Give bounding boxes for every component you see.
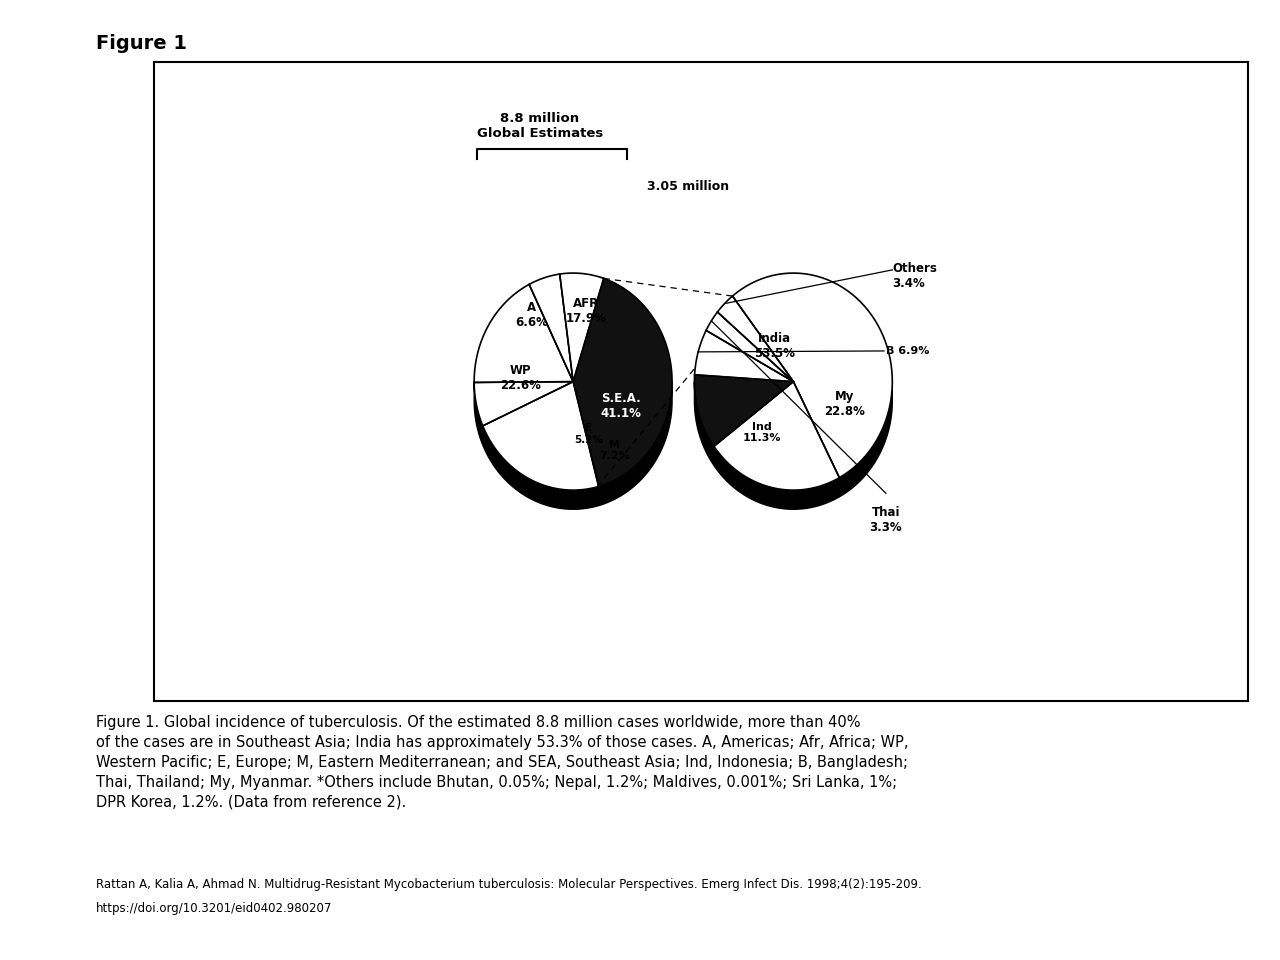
Polygon shape: [714, 381, 840, 491]
Text: India
53.5%: India 53.5%: [754, 332, 795, 361]
Text: Others
3.4%: Others 3.4%: [892, 262, 937, 290]
Text: 3.05 million: 3.05 million: [646, 180, 730, 193]
Text: WP
22.6%: WP 22.6%: [500, 365, 541, 393]
Polygon shape: [718, 296, 794, 381]
Text: Rattan A, Kalia A, Ahmad N. Multidrug-Resistant Mycobacterium tuberculosis: Mole: Rattan A, Kalia A, Ahmad N. Multidrug-Re…: [96, 878, 922, 892]
Polygon shape: [474, 284, 573, 382]
Polygon shape: [483, 381, 599, 491]
Text: https://doi.org/10.3201/eid0402.980207: https://doi.org/10.3201/eid0402.980207: [96, 902, 333, 916]
Text: Thai
3.3%: Thai 3.3%: [869, 506, 902, 534]
Polygon shape: [695, 330, 794, 381]
Text: S.E.A.
41.1%: S.E.A. 41.1%: [600, 392, 641, 420]
Polygon shape: [707, 312, 794, 381]
Text: A
6.6%: A 6.6%: [515, 300, 548, 328]
Polygon shape: [695, 381, 892, 509]
Polygon shape: [529, 274, 573, 381]
Text: E
5.2%: E 5.2%: [573, 423, 603, 444]
Text: AFR
17.9%: AFR 17.9%: [566, 298, 607, 325]
Text: B 6.9%: B 6.9%: [886, 346, 929, 356]
Polygon shape: [732, 273, 892, 478]
Text: My
22.8%: My 22.8%: [824, 390, 865, 418]
Polygon shape: [695, 374, 794, 446]
Text: Ind
11.3%: Ind 11.3%: [742, 421, 781, 444]
Polygon shape: [559, 273, 604, 381]
Polygon shape: [474, 381, 573, 426]
Polygon shape: [573, 278, 672, 487]
Text: Figure 1: Figure 1: [96, 34, 187, 53]
Text: Figure 1. Global incidence of tuberculosis. Of the estimated 8.8 million cases w: Figure 1. Global incidence of tuberculos…: [96, 715, 909, 809]
Polygon shape: [474, 381, 672, 509]
Text: 8.8 million
Global Estimates: 8.8 million Global Estimates: [476, 112, 603, 140]
Text: M
7.2%: M 7.2%: [599, 440, 630, 462]
